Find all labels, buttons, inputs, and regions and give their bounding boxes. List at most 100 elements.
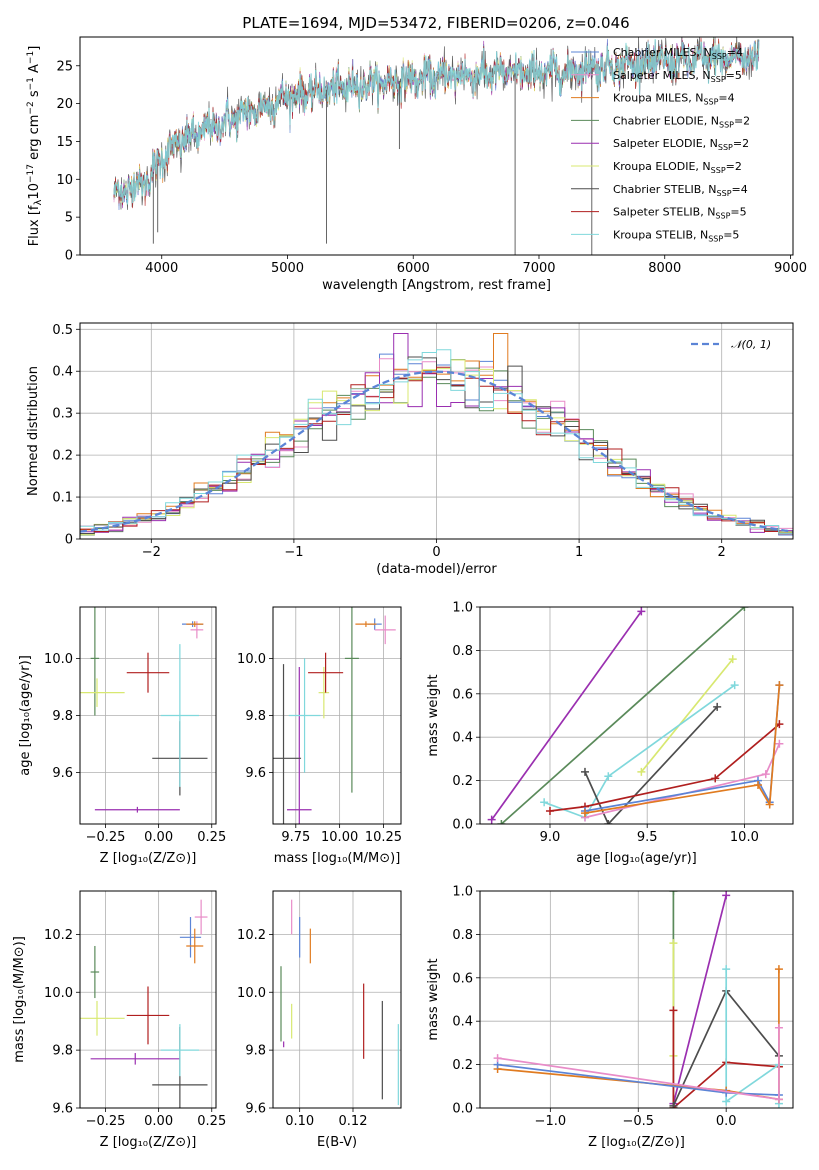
x-tick-label: −1 [284, 545, 303, 560]
series-line [672, 895, 728, 1104]
legend: Chabrier MILES, NSSP=4 Salpeter MILES, NS… [571, 46, 750, 243]
series-salpeter-elodie [487, 607, 646, 824]
legend-label: Salpeter STELIB, NSSP=5 [613, 206, 747, 221]
legend-label: Salpeter ELODIE, NSSP=2 [613, 137, 749, 152]
x-axis-label: Z [log₁₀(Z/Z⊙)] [100, 851, 197, 866]
x-tick-label: 0.25 [197, 1114, 226, 1129]
x-tick-label: 10.00 [321, 830, 358, 845]
x-tick-label: 0.12 [339, 1114, 368, 1129]
point-marker [711, 774, 720, 783]
legend-label: Kroupa STELIB, NSSP=5 [613, 228, 739, 243]
errorbar-chabrier-miles [179, 917, 202, 958]
y-tick-label: 25 [56, 59, 73, 74]
point-marker [774, 965, 783, 974]
plot-area [80, 607, 208, 813]
x-tick-label: 10.25 [365, 830, 402, 845]
y-tick-label: 0.1 [52, 491, 73, 506]
errorbar-salpeter-elodie [90, 1053, 180, 1065]
errorbar-kroupa-miles [355, 621, 377, 627]
x-tick-label: 9.5 [637, 830, 658, 845]
x-tick-label: −1.0 [535, 1114, 567, 1129]
legend-label: Chabrier MILES, NSSP=4 [613, 46, 743, 61]
series-line [584, 685, 781, 814]
x-tick-label: −0.25 [86, 1114, 126, 1129]
series-line [491, 610, 643, 821]
point-marker [604, 772, 613, 781]
point-marker [722, 1097, 731, 1106]
x-tick-label: −0.5 [622, 1114, 654, 1129]
y-tick-label: 9.6 [245, 1102, 266, 1117]
y-tick-label: 10.0 [44, 986, 73, 1001]
axes-frame [79, 606, 217, 825]
axes-frame [79, 36, 794, 256]
x-tick-label: 0.0 [716, 1114, 737, 1129]
errorbar-salpeter-elodie [94, 806, 180, 813]
x-axis-label: mass [log₁₀(M/M⊙)] [274, 851, 401, 866]
series-line [672, 1010, 779, 1108]
point-marker [637, 607, 646, 616]
y-tick-label: 5 [65, 211, 73, 226]
series-line [640, 658, 734, 773]
series-kroupa-stelib [722, 965, 783, 1108]
point-marker [580, 767, 589, 776]
y-tick-label: 10.0 [237, 986, 266, 1001]
series-salpeter-stelib [545, 720, 784, 815]
point-marker [493, 1054, 502, 1063]
panel-mass-vs-EBV: 0.10 0.12 9.6 9.8 10.0 10.2 E(B-V) [237, 890, 402, 1150]
y-axis-label: Normed distribution [26, 366, 41, 496]
panel-age-vs-Z: −0.25 0.00 0.25 9.6 9.8 10.0 Z [log₁₀(Z/Z⊙)] ag… [18, 606, 226, 866]
x-axis-label: age [log₁₀(age/yr)] [576, 851, 697, 866]
series-line [584, 706, 718, 824]
legend-label: Salpeter MILES, NSSP=5 [613, 69, 742, 84]
point-marker [497, 820, 506, 824]
axes-frame [79, 890, 217, 1109]
x-tick-label: 0.25 [197, 830, 226, 845]
panel-mass-vs-Z: −0.25 0.00 0.25 9.6 9.8 10.0 10.2 Z [log₁₀(Z/Z⊙… [12, 890, 226, 1150]
series-kroupa-miles [580, 681, 784, 818]
axes-frame [79, 322, 794, 540]
x-tick-label: 0.00 [144, 830, 173, 845]
errorbar-kroupa-stelib [288, 658, 321, 773]
x-tick-label: −0.25 [86, 830, 126, 845]
errorbar-kroupa-miles [186, 621, 204, 627]
point-marker [728, 655, 737, 664]
y-tick-label: 9.8 [52, 1044, 73, 1059]
legend-label: Kroupa ELODIE, NSSP=2 [613, 160, 742, 175]
panel-massweight-vs-Z: −1.0 −0.5 0.0 0.0 0.2 0.4 0.6 0.8 1.0 Z [log₁₀(Z/… [426, 885, 794, 1150]
histogram-kroupa-stelib [80, 349, 793, 534]
y-tick-label: 0 [65, 533, 73, 548]
errorbar-chabrier-elodie [90, 945, 100, 999]
series-chabrier-stelib [580, 702, 722, 824]
axes-frame [272, 890, 402, 1109]
series-kroupa-elodie [637, 655, 737, 776]
y-tick-label: 0.4 [452, 731, 473, 746]
y-tick-label: 0.8 [452, 644, 473, 659]
y-tick-label: 0.2 [452, 774, 473, 789]
y-tick-label: 0.3 [52, 407, 73, 422]
x-axis-label: Z [log₁₀(Z/Z⊙)] [100, 1135, 197, 1150]
series-line [549, 723, 780, 812]
y-axis-label: mass [log₁₀(M/M⊙)] [12, 936, 27, 1063]
y-axis-label: Flux [fλ10−17 erg cm−2 s−1 A−1] [26, 46, 44, 247]
y-tick-label: 0.0 [452, 818, 473, 833]
point-marker [722, 891, 731, 900]
x-tick-label: 8000 [648, 261, 681, 276]
x-tick-label: 0.10 [285, 1114, 314, 1129]
y-tick-label: 9.6 [245, 766, 266, 781]
y-tick-label: 1.0 [452, 601, 473, 616]
plot-area [273, 607, 396, 824]
legend: 𝒩(0, 1) [691, 338, 771, 351]
errorbar-kroupa-stelib [160, 644, 199, 787]
panel-massweight-vs-age: 9.0 9.5 10.0 0.0 0.2 0.4 0.6 0.8 1.0 age [log₁₀(a… [426, 601, 794, 866]
point-marker [774, 1023, 783, 1032]
point-marker [669, 1101, 678, 1108]
point-marker [765, 800, 774, 809]
plot-area [493, 891, 783, 1108]
errorbar-salpeter-miles [194, 899, 208, 935]
panel-age-vs-mass: 9.75 10.00 10.25 9.6 9.8 10.0 mass [log₁₀(M/M⊙… [237, 606, 402, 866]
errorbar-kroupa-elodie [80, 678, 125, 707]
x-axis-label: Z [log₁₀(Z/Z⊙)] [588, 1135, 685, 1150]
y-tick-label: 0.2 [452, 1058, 473, 1073]
spectrum-line [113, 39, 760, 205]
y-tick-label: 0.5 [52, 323, 73, 338]
